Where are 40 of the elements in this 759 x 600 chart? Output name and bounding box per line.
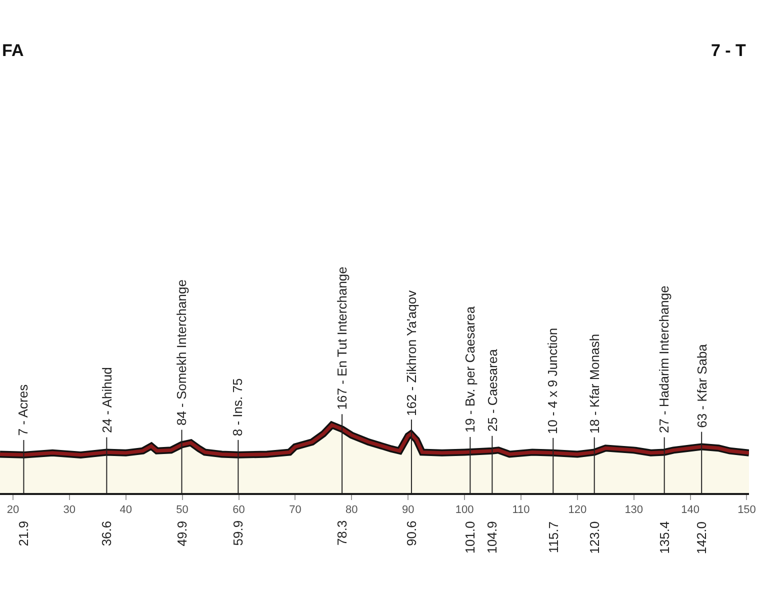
ref-line-label: 84 - Somekh Interchange <box>174 280 189 426</box>
text: 142.0 <box>694 522 710 554</box>
text: 7 - T <box>711 41 747 60</box>
x-tick-label: 40 <box>120 504 132 516</box>
x-tick-label: 130 <box>624 504 644 516</box>
ref-line-label: 7 - Acres <box>16 384 31 436</box>
ref-line-label: 19 - Bv. per Caesarea <box>462 306 478 433</box>
text: 135.4 <box>656 521 672 554</box>
x-tick-label: 20 <box>6 504 20 516</box>
x-tick-label: 110 <box>512 504 530 516</box>
text: 21.9 <box>16 520 32 546</box>
x-tick-label: 90 <box>402 504 414 516</box>
text: 101.0 <box>462 521 478 554</box>
x-tick-label: 140 <box>681 504 700 516</box>
x-tick-label: 80 <box>346 504 358 516</box>
ref-line-label: 24 - Ahihud <box>99 367 114 433</box>
text: 90.6 <box>404 520 419 546</box>
ref-line-label: 167 - En Tut Interchange <box>334 266 350 410</box>
x-tick-label: 100 <box>455 504 474 516</box>
x-tick-label: 70 <box>289 504 302 516</box>
text: 36.6 <box>99 520 114 546</box>
ref-line-label: 25 - Caesarea <box>484 348 500 432</box>
ref-line-label: 162 - Zikhron Ya'aqov <box>404 290 419 416</box>
ref-line-label: 18 - Kfar Monash <box>587 334 602 434</box>
text: FA <box>2 41 24 60</box>
ref-line-label: 10 - 4 x 9 Junction <box>545 328 560 434</box>
text: 78.3 <box>334 520 350 546</box>
text: 115.7 <box>546 522 562 554</box>
x-tick-label: 60 <box>232 504 245 516</box>
x-tick-label: 150 <box>738 504 756 516</box>
ref-line-label: 27 - Hadarim Interchange <box>656 286 672 434</box>
x-tick-label: 120 <box>568 504 587 516</box>
text: 59.9 <box>230 520 246 546</box>
text: 49.9 <box>174 520 190 546</box>
x-tick-label: 50 <box>176 504 188 516</box>
ref-line-label: 8 - Ins. 75 <box>230 378 246 436</box>
text: 104.9 <box>484 521 500 554</box>
text: 123.0 <box>586 521 602 554</box>
ref-line-label: 63 - Kfar Saba <box>694 343 710 428</box>
x-tick-label: 30 <box>63 504 76 516</box>
